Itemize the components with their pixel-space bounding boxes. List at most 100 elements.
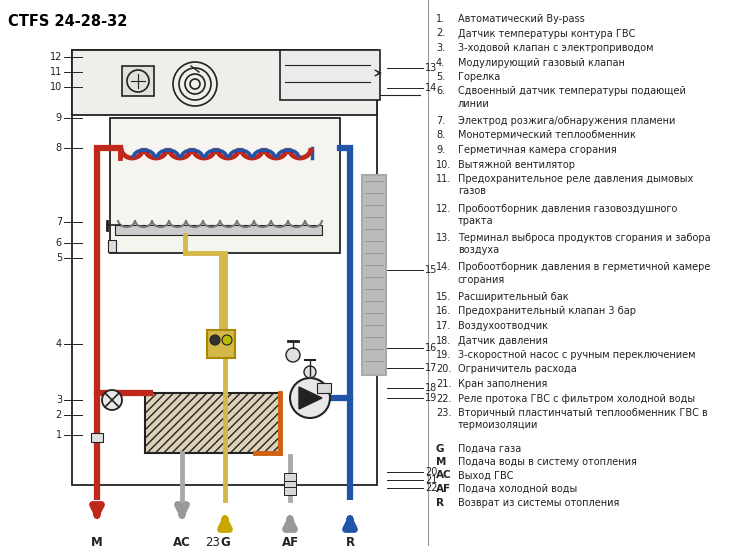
Text: 3.: 3. [436, 43, 445, 53]
Bar [280, 50, 380, 100]
Text: 11: 11 [49, 67, 62, 77]
Text: Герметичная камера сгорания: Герметичная камера сгорания [458, 145, 616, 155]
Text: M: M [436, 457, 446, 467]
Text: 5: 5 [55, 253, 62, 263]
Text: 8.: 8. [436, 130, 445, 140]
Text: G: G [220, 536, 230, 546]
Bar [207, 330, 235, 358]
Text: Монотермический теплообменник: Монотермический теплообменник [458, 130, 636, 140]
Text: Сдвоенный датчик температуры подающей
линии: Сдвоенный датчик температуры подающей ли… [458, 86, 686, 109]
Text: 7.: 7. [436, 116, 445, 126]
Bar [284, 481, 296, 489]
Text: Кран заполнения: Кран заполнения [458, 379, 548, 389]
Text: Вытяжной вентилятор: Вытяжной вентилятор [458, 159, 575, 169]
Text: 23: 23 [205, 536, 220, 546]
Text: 4: 4 [56, 339, 62, 349]
Polygon shape [299, 387, 322, 409]
Text: Пробоотборник давления в герметичной камере
сгорания: Пробоотборник давления в герметичной кам… [458, 263, 710, 285]
Text: 17.: 17. [436, 321, 452, 331]
Text: G: G [436, 443, 444, 454]
Text: Предохранительное реле давления дымовых
газов: Предохранительное реле давления дымовых … [458, 174, 694, 197]
Text: 21.: 21. [436, 379, 452, 389]
Text: 1: 1 [56, 430, 62, 440]
Text: R: R [436, 497, 444, 507]
Text: 18.: 18. [436, 335, 451, 346]
Circle shape [286, 348, 300, 362]
Text: Реле протока ГВС с фильтром холодной воды: Реле протока ГВС с фильтром холодной вод… [458, 394, 695, 403]
Text: Подача газа: Подача газа [458, 443, 521, 454]
Text: 9: 9 [56, 113, 62, 123]
Bar [72, 50, 377, 485]
Text: Ограничитель расхода: Ограничитель расхода [458, 365, 577, 375]
Text: 20.: 20. [436, 365, 452, 375]
Text: Модулирующий газовый клапан: Модулирующий газовый клапан [458, 57, 625, 68]
Text: Электрод розжига/обнаружения пламени: Электрод розжига/обнаружения пламени [458, 116, 676, 126]
Text: 11.: 11. [436, 174, 451, 184]
Text: 15.: 15. [436, 292, 452, 302]
Text: 23.: 23. [436, 408, 452, 418]
Text: 18: 18 [425, 383, 437, 393]
Text: 14.: 14. [436, 263, 451, 272]
Text: AC: AC [173, 536, 191, 546]
Text: 3: 3 [56, 395, 62, 405]
Bar [362, 175, 386, 375]
Bar [122, 66, 154, 96]
Text: 5.: 5. [436, 72, 445, 82]
Bar [145, 393, 280, 453]
Text: AC: AC [436, 471, 452, 480]
Text: 6: 6 [56, 238, 62, 248]
Circle shape [222, 335, 232, 345]
Text: 3-ходовой клапан с электроприводом: 3-ходовой клапан с электроприводом [458, 43, 653, 53]
Text: 10: 10 [49, 82, 62, 92]
Text: 15: 15 [425, 265, 437, 275]
Text: Датчик давления: Датчик давления [458, 335, 548, 346]
Bar [108, 240, 116, 252]
Text: 22: 22 [425, 483, 437, 493]
Text: 4.: 4. [436, 57, 445, 68]
Circle shape [102, 390, 122, 410]
Circle shape [304, 366, 316, 378]
Text: R: R [345, 536, 354, 546]
Text: 10.: 10. [436, 159, 451, 169]
Text: Подача воды в систему отопления: Подача воды в систему отопления [458, 457, 637, 467]
Text: 12.: 12. [436, 204, 452, 213]
Text: 6.: 6. [436, 86, 445, 97]
Text: 7: 7 [55, 217, 62, 227]
Bar [115, 225, 322, 235]
Text: Выход ГВС: Выход ГВС [458, 471, 514, 480]
Bar [317, 383, 331, 393]
Text: Датчик температуры контура ГВС: Датчик температуры контура ГВС [458, 28, 635, 39]
Text: M: M [91, 536, 103, 546]
Bar [110, 118, 340, 253]
Circle shape [210, 335, 220, 345]
Circle shape [127, 70, 149, 92]
Text: 2.: 2. [436, 28, 445, 39]
Text: 16: 16 [425, 343, 437, 353]
Text: AF: AF [436, 484, 451, 494]
Text: Терминал выброса продуктов сгорания и забора
воздуха: Терминал выброса продуктов сгорания и за… [458, 233, 711, 256]
Text: Подача холодной воды: Подача холодной воды [458, 484, 577, 494]
Text: 16.: 16. [436, 306, 451, 317]
Bar [72, 50, 377, 115]
Text: Вторичный пластинчатый теплообменник ГВС в
термоизоляции: Вторичный пластинчатый теплообменник ГВС… [458, 408, 708, 430]
Text: 17: 17 [425, 363, 437, 373]
Text: AF: AF [282, 536, 299, 546]
Text: 12: 12 [49, 52, 62, 62]
Text: 20: 20 [425, 467, 437, 477]
Text: 1.: 1. [436, 14, 445, 24]
Text: Горелка: Горелка [458, 72, 500, 82]
Text: 14: 14 [425, 83, 437, 93]
Text: Предохранительный клапан 3 бар: Предохранительный клапан 3 бар [458, 306, 636, 317]
Text: Возврат из системы отопления: Возврат из системы отопления [458, 497, 619, 507]
Text: 8: 8 [56, 143, 62, 153]
Bar [284, 487, 296, 495]
Text: Расширительный бак: Расширительный бак [458, 292, 568, 302]
Text: 22.: 22. [436, 394, 452, 403]
Text: Пробоотборник давления газовоздушного
тракта: Пробоотборник давления газовоздушного тр… [458, 204, 677, 226]
Text: CTFS 24-28-32: CTFS 24-28-32 [8, 14, 127, 29]
Text: Воздухоотводчик: Воздухоотводчик [458, 321, 548, 331]
Bar [91, 433, 103, 442]
Text: 13: 13 [425, 63, 437, 73]
Text: 19: 19 [425, 393, 437, 403]
Text: 19.: 19. [436, 350, 451, 360]
